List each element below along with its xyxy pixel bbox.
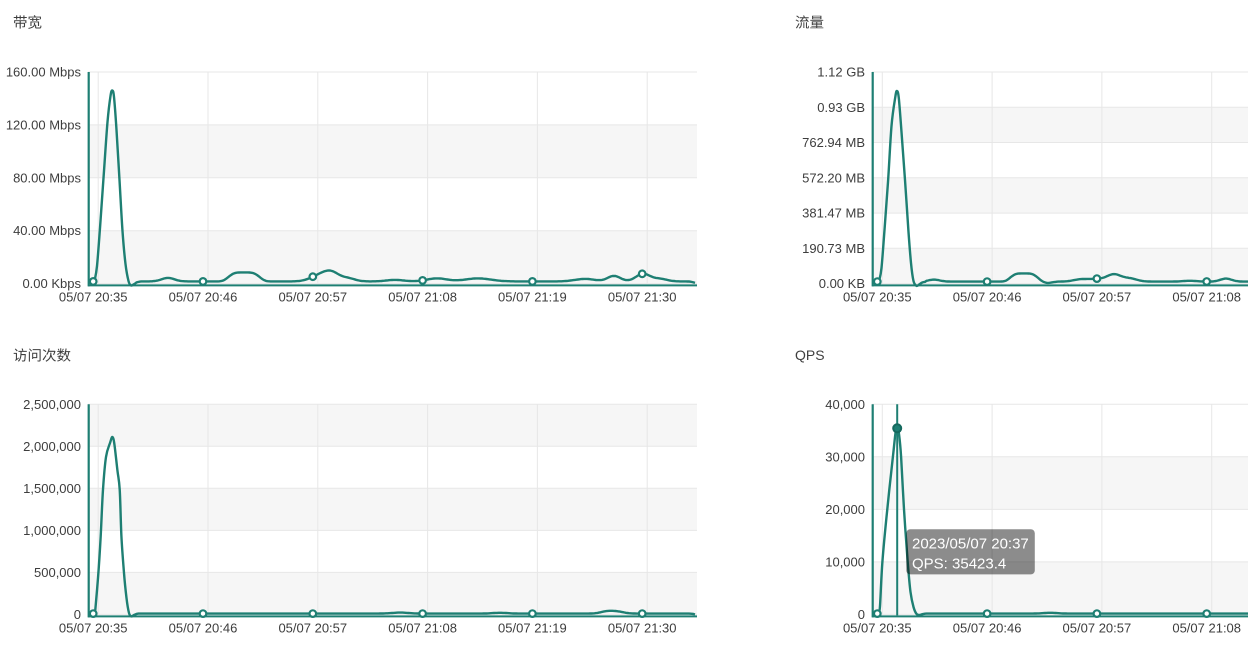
- svg-text:2023/05/07 20:37: 2023/05/07 20:37: [912, 536, 1029, 553]
- svg-text:0.00 Kbps: 0.00 Kbps: [22, 276, 81, 291]
- svg-text:120.00 Mbps: 120.00 Mbps: [6, 117, 82, 132]
- svg-text:762.94 MB: 762.94 MB: [802, 135, 865, 150]
- svg-text:2,000,000: 2,000,000: [23, 439, 81, 454]
- svg-text:05/07 21:30: 05/07 21:30: [608, 620, 677, 635]
- svg-text:1.12 GB: 1.12 GB: [817, 65, 865, 80]
- svg-text:0: 0: [858, 607, 865, 622]
- svg-text:05/07 20:57: 05/07 20:57: [278, 290, 347, 305]
- svg-text:190.73 MB: 190.73 MB: [802, 241, 865, 256]
- svg-text:QPS: 35423.4: QPS: 35423.4: [912, 556, 1006, 573]
- svg-text:05/07 20:46: 05/07 20:46: [953, 290, 1022, 305]
- svg-text:05/07 20:57: 05/07 20:57: [1063, 290, 1132, 305]
- svg-text:05/07 20:35: 05/07 20:35: [843, 290, 912, 305]
- svg-text:05/07 21:08: 05/07 21:08: [1172, 290, 1241, 305]
- svg-text:160.00 Mbps: 160.00 Mbps: [6, 65, 82, 80]
- svg-text:30,000: 30,000: [825, 449, 865, 464]
- svg-text:05/07 21:08: 05/07 21:08: [388, 620, 457, 635]
- svg-text:381.47 MB: 381.47 MB: [802, 206, 865, 221]
- svg-text:572.20 MB: 572.20 MB: [802, 170, 865, 185]
- svg-text:40,000: 40,000: [825, 397, 865, 412]
- svg-text:05/07 20:46: 05/07 20:46: [953, 620, 1022, 635]
- svg-text:80.00 Mbps: 80.00 Mbps: [13, 170, 81, 185]
- svg-text:05/07 20:46: 05/07 20:46: [169, 290, 238, 305]
- svg-text:05/07 20:35: 05/07 20:35: [59, 290, 128, 305]
- svg-text:05/07 20:35: 05/07 20:35: [59, 620, 128, 635]
- svg-text:05/07 21:08: 05/07 21:08: [388, 290, 457, 305]
- svg-text:05/07 21:08: 05/07 21:08: [1172, 620, 1241, 635]
- svg-text:05/07 21:19: 05/07 21:19: [498, 620, 567, 635]
- svg-text:2,500,000: 2,500,000: [23, 397, 81, 412]
- svg-text:40.00 Mbps: 40.00 Mbps: [13, 223, 81, 238]
- svg-text:05/07 20:57: 05/07 20:57: [1063, 620, 1132, 635]
- svg-text:05/07 21:30: 05/07 21:30: [608, 290, 677, 305]
- svg-text:1,500,000: 1,500,000: [23, 481, 81, 496]
- svg-text:10,000: 10,000: [825, 554, 865, 569]
- svg-text:0.93 GB: 0.93 GB: [817, 100, 865, 115]
- svg-text:05/07 20:35: 05/07 20:35: [843, 620, 912, 635]
- svg-text:0: 0: [74, 607, 81, 622]
- svg-text:05/07 21:19: 05/07 21:19: [498, 290, 567, 305]
- svg-text:1,000,000: 1,000,000: [23, 523, 81, 538]
- svg-text:QPS: QPS: [795, 347, 825, 363]
- svg-text:0.00 KB: 0.00 KB: [819, 276, 865, 291]
- svg-text:500,000: 500,000: [34, 565, 81, 580]
- svg-text:20,000: 20,000: [825, 502, 865, 517]
- svg-text:05/07 20:57: 05/07 20:57: [278, 620, 347, 635]
- svg-text:05/07 20:46: 05/07 20:46: [169, 620, 238, 635]
